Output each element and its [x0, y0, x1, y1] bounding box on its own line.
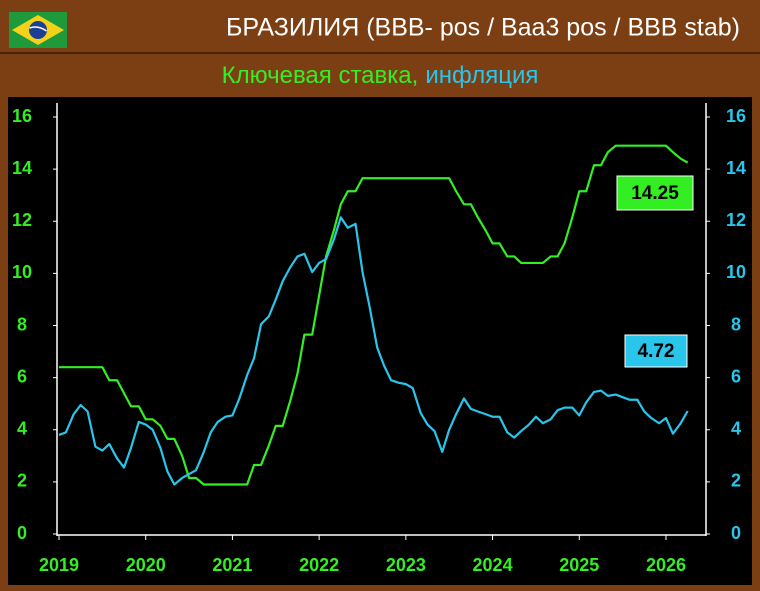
flag: [9, 12, 67, 48]
y-tick-label: 6: [17, 366, 27, 386]
value-label: 14.25: [631, 183, 679, 204]
legend: Ключевая ставка, инфляция: [222, 62, 539, 89]
y2-tick-label: 10: [726, 262, 746, 282]
value-label-box: [616, 175, 694, 211]
y2-tick-label: 8: [731, 314, 741, 334]
value-label-box: [624, 334, 688, 368]
x-tick-label: 2019: [39, 555, 79, 575]
y-tick-label: 12: [12, 210, 32, 230]
x-tick-label: 2020: [126, 555, 166, 575]
series-line: [58, 216, 689, 486]
x-tick-label: 2022: [299, 555, 339, 575]
y2-tick-label: 0: [731, 523, 741, 543]
y-tick-label: 10: [12, 262, 32, 282]
y2-tick-label: 2: [731, 471, 741, 491]
legend-entry: Ключевая ставка,: [222, 62, 419, 89]
y-tick-label: 2: [17, 471, 27, 491]
legend-entry: инфляция: [425, 62, 538, 89]
y-tick-label: 0: [17, 523, 27, 543]
y-tick-label: 4: [17, 419, 27, 439]
series-line: [59, 144, 689, 486]
y-tick-label: 8: [17, 314, 27, 334]
x-tick-label: 2025: [559, 555, 599, 575]
y-tick-label: 14: [12, 158, 32, 178]
x-tick-label: 2026: [646, 555, 686, 575]
chart-title: БРАЗИЛИЯ (BBB- pos / Baa3 pos / BBB stab…: [226, 14, 740, 42]
y-tick-label: 16: [12, 106, 32, 126]
y2-tick-label: 14: [726, 158, 746, 178]
y2-tick-label: 4: [731, 419, 741, 439]
y2-tick-label: 12: [726, 210, 746, 230]
x-tick-label: 2024: [473, 555, 513, 575]
x-tick-label: 2023: [386, 555, 426, 575]
y2-tick-label: 6: [731, 366, 741, 386]
x-tick-label: 2021: [212, 555, 252, 575]
value-label: 4.72: [638, 341, 675, 362]
y2-tick-label: 16: [726, 106, 746, 126]
